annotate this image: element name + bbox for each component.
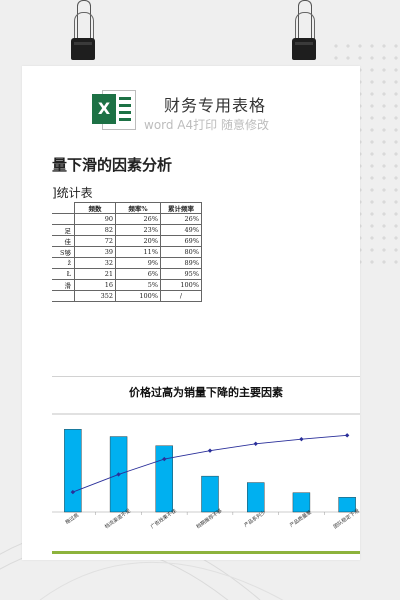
bar-5: [292, 492, 311, 513]
row-cumulative: 49%: [160, 224, 202, 236]
row-frequency: 20%: [115, 235, 161, 247]
line-point-5: [299, 436, 304, 442]
line-point-4: [253, 441, 258, 446]
binder-clip-left: [71, 0, 95, 72]
row-label: ž: [52, 257, 75, 269]
table-row: 滑 16 5% 100%: [52, 279, 202, 291]
row-count: 82: [74, 224, 116, 236]
excel-icon: X: [92, 88, 136, 130]
document-title: 量下滑的因素分析: [52, 156, 173, 174]
table-row: 90 26% 26%: [52, 213, 202, 225]
row-frequency: 9%: [115, 257, 161, 269]
row-label: S够: [52, 246, 75, 258]
pareto-chart: 价格过高为销量下降的主要因素 格过高 档流渠道不足 广告效果不佳 档期推荐不够 产品系列少…: [52, 376, 360, 560]
header-cumulative: 累计频率: [160, 202, 202, 214]
total-frequency: 100%: [115, 290, 161, 302]
row-label: Ł: [52, 268, 75, 280]
footer-bar: [52, 551, 360, 554]
line-point-2: [162, 456, 167, 462]
bar-0: [64, 429, 82, 513]
table-row: 佳 72 20% 69%: [52, 235, 202, 247]
row-count: 32: [74, 257, 116, 269]
row-label: 佳: [52, 235, 75, 247]
line-point-3: [207, 448, 213, 453]
table-row: Ł 21 6% 95%: [52, 268, 202, 280]
row-cumulative: 26%: [160, 213, 202, 225]
row-frequency: 11%: [115, 246, 161, 258]
brand-header: X 财务专用表格 word A4打印 随意修改: [92, 88, 352, 138]
row-frequency: 5%: [115, 279, 161, 291]
row-frequency: 23%: [115, 224, 161, 236]
total-label: [52, 290, 75, 302]
brand-subtitle: word A4打印 随意修改: [144, 118, 269, 132]
bar-2: [155, 445, 173, 513]
total-count: 352: [74, 290, 116, 302]
row-count: 72: [74, 235, 116, 247]
total-cumulative: /: [160, 290, 202, 302]
paper-card: X 财务专用表格 word A4打印 随意修改 量下滑的因素分析 ]统计表 频数…: [22, 66, 360, 560]
row-frequency: 6%: [115, 268, 161, 280]
row-count: 21: [74, 268, 116, 280]
row-count: 39: [74, 246, 116, 258]
spreadsheet-preview: 量下滑的因素分析 ]统计表 频数 频率% 累计频率 90 26% 26% 足 82 23%…: [52, 154, 360, 560]
row-label: 滑: [52, 279, 75, 291]
binder-clip-right: [292, 0, 316, 72]
row-count: 90: [74, 213, 116, 225]
brand-title: 财务专用表格: [164, 96, 267, 115]
row-cumulative: 69%: [160, 235, 202, 247]
row-cumulative: 80%: [160, 246, 202, 258]
table-total-row: 352 100% /: [52, 290, 202, 302]
x-tick-label: 格过高: [64, 512, 80, 526]
frequency-table: 频数 频率% 累计频率 90 26% 26% 足 82 23% 49% 佳 72 20% 69% S够…: [52, 202, 202, 302]
header-blank: [52, 202, 75, 214]
row-cumulative: 100%: [160, 279, 202, 291]
bar-4: [247, 482, 265, 513]
table-caption: ]统计表: [52, 186, 93, 200]
row-label: 足: [52, 224, 75, 236]
table-header-row: 频数 频率% 累计频率: [52, 202, 202, 214]
chart-title: 价格过高为销量下降的主要因素: [129, 385, 283, 399]
bar-3: [201, 475, 219, 513]
table-row: S够 39 11% 80%: [52, 246, 202, 258]
row-cumulative: 89%: [160, 257, 202, 269]
header-count: 频数: [74, 202, 116, 214]
row-frequency: 26%: [115, 213, 161, 225]
line-point-6: [344, 433, 350, 438]
row-count: 16: [74, 279, 116, 291]
header-frequency: 频率%: [115, 202, 161, 214]
bar-6: [338, 497, 356, 513]
row-label: [52, 213, 75, 225]
line-point-0: [70, 489, 76, 495]
table-row: 足 82 23% 49%: [52, 224, 202, 236]
line-point-1: [116, 472, 121, 477]
table-row: ž 32 9% 89%: [52, 257, 202, 269]
row-cumulative: 95%: [160, 268, 202, 280]
